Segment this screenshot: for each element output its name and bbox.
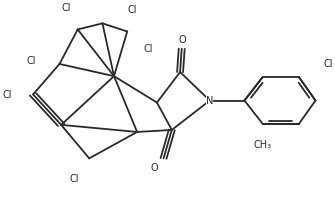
- Text: Cl: Cl: [27, 56, 37, 66]
- Text: Cl: Cl: [70, 173, 79, 183]
- Text: CH₃: CH₃: [254, 139, 272, 149]
- Text: Cl: Cl: [61, 3, 71, 13]
- Text: N: N: [206, 96, 213, 106]
- Text: Cl: Cl: [2, 90, 12, 100]
- Text: O: O: [150, 162, 158, 172]
- Text: Cl: Cl: [324, 59, 333, 69]
- Text: Cl: Cl: [127, 5, 137, 15]
- Text: O: O: [179, 35, 187, 44]
- Text: Cl: Cl: [144, 43, 153, 54]
